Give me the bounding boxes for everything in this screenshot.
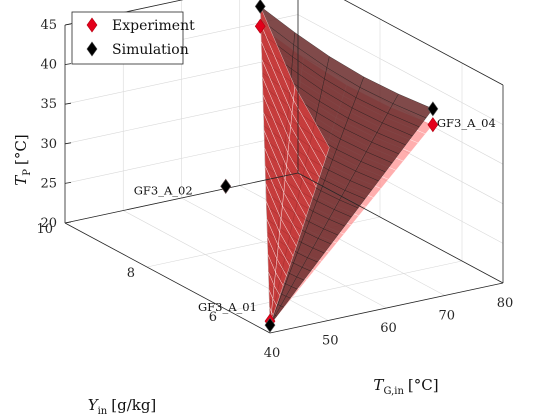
annotation-label: GF3_A_01 [198,300,257,314]
z-tick-label: 25 [40,176,57,191]
box-edge [64,172,299,224]
z-tick-mark [64,182,72,184]
z-tick-label: 35 [40,97,57,112]
z-axis-label: TP[°C] [12,134,33,185]
y-axis-label: Yin [g/kg] [88,396,157,417]
annotation-label: GF3_A_04 [437,116,496,130]
legend-label-experiment: Experiment [112,18,195,34]
grid-line [64,133,299,184]
box-edge [64,222,271,334]
x-tick-label: 80 [497,296,514,311]
y-tick-label: 10 [36,222,53,237]
y-tick-label: 6 [209,310,217,325]
z-tick-mark [64,221,72,224]
z-tick-label: 40 [40,58,57,73]
box-edge [297,172,504,284]
experiment-marker-4 [427,117,439,133]
z-tick-mark [64,142,72,145]
z-tick-label: 45 [40,18,57,33]
annotation-label: GF3_A_02 [134,183,193,197]
grid-line [64,53,299,105]
legend-marker-experiment [86,17,98,33]
grid-line [64,93,299,145]
y-tick-label: 8 [127,266,135,281]
z-tick-mark [64,23,72,26]
grid-line [297,14,504,125]
box-edge [343,0,504,86]
z-tick-label: 20 [40,216,57,231]
grid-line [123,210,329,321]
simulation-surface [260,5,434,326]
x-axis-label: TG,in [°C] [373,376,438,397]
simulation-marker-1 [264,317,276,333]
z-tick-mark [64,63,72,65]
legend: Experiment Simulation [71,11,195,65]
x-tick-label: 60 [380,321,397,336]
data-markers [220,0,439,333]
legend-label-simulation: Simulation [112,42,189,58]
legend-marker-simulation [86,41,98,57]
z-tick-mark [64,102,72,105]
grid-line [228,260,463,312]
x-tick-label: 40 [264,346,281,361]
x-tick-label: 50 [322,334,339,349]
box-edge [269,282,504,334]
z-tick-label: 30 [40,137,57,152]
experiment-marker-3 [254,18,266,34]
simulation-marker-4 [427,101,439,117]
simulation-marker-3 [254,0,266,14]
simulation-marker-2 [220,178,232,194]
x-tick-label: 70 [438,309,455,324]
